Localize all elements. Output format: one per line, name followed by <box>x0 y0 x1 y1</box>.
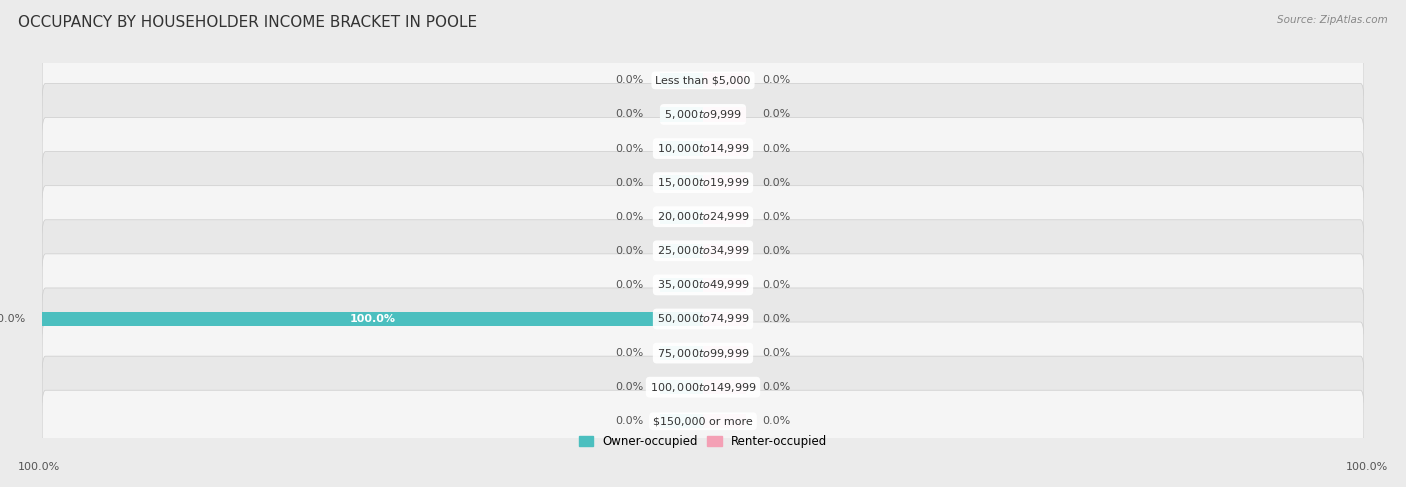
Text: 0.0%: 0.0% <box>762 75 790 85</box>
FancyBboxPatch shape <box>42 186 1364 248</box>
FancyBboxPatch shape <box>42 322 1364 384</box>
Text: 0.0%: 0.0% <box>616 382 644 392</box>
FancyBboxPatch shape <box>42 220 1364 282</box>
Text: 100.0%: 100.0% <box>0 314 25 324</box>
Bar <box>703 380 747 394</box>
FancyBboxPatch shape <box>42 117 1364 180</box>
Text: $150,000 or more: $150,000 or more <box>654 416 752 426</box>
Text: 0.0%: 0.0% <box>762 178 790 187</box>
Bar <box>703 278 747 292</box>
Bar <box>703 244 747 258</box>
FancyBboxPatch shape <box>42 390 1364 452</box>
Bar <box>659 278 703 292</box>
Bar <box>659 380 703 394</box>
Text: $25,000 to $34,999: $25,000 to $34,999 <box>657 244 749 257</box>
Text: 0.0%: 0.0% <box>762 280 790 290</box>
Text: 0.0%: 0.0% <box>616 144 644 153</box>
Text: $15,000 to $19,999: $15,000 to $19,999 <box>657 176 749 189</box>
Text: 0.0%: 0.0% <box>762 144 790 153</box>
FancyBboxPatch shape <box>42 49 1364 112</box>
Text: $75,000 to $99,999: $75,000 to $99,999 <box>657 347 749 359</box>
Bar <box>703 209 747 224</box>
FancyBboxPatch shape <box>42 83 1364 146</box>
Text: 100.0%: 100.0% <box>18 462 60 472</box>
Text: 0.0%: 0.0% <box>616 75 644 85</box>
Text: 0.0%: 0.0% <box>762 212 790 222</box>
Text: 0.0%: 0.0% <box>762 246 790 256</box>
Bar <box>703 312 747 326</box>
Legend: Owner-occupied, Renter-occupied: Owner-occupied, Renter-occupied <box>574 431 832 453</box>
Bar <box>659 346 703 360</box>
Text: 0.0%: 0.0% <box>762 416 790 426</box>
Text: OCCUPANCY BY HOUSEHOLDER INCOME BRACKET IN POOLE: OCCUPANCY BY HOUSEHOLDER INCOME BRACKET … <box>18 15 478 30</box>
Text: 0.0%: 0.0% <box>762 382 790 392</box>
Bar <box>703 107 747 122</box>
Text: 0.0%: 0.0% <box>616 280 644 290</box>
Text: Less than $5,000: Less than $5,000 <box>655 75 751 85</box>
Bar <box>659 107 703 122</box>
Bar <box>659 73 703 88</box>
Text: 100.0%: 100.0% <box>1346 462 1388 472</box>
Bar <box>659 244 703 258</box>
FancyBboxPatch shape <box>42 254 1364 316</box>
Text: 0.0%: 0.0% <box>616 416 644 426</box>
Text: $50,000 to $74,999: $50,000 to $74,999 <box>657 313 749 325</box>
Bar <box>703 346 747 360</box>
Text: $10,000 to $14,999: $10,000 to $14,999 <box>657 142 749 155</box>
Bar <box>703 73 747 88</box>
Text: 0.0%: 0.0% <box>616 110 644 119</box>
Bar <box>703 175 747 190</box>
Text: $20,000 to $24,999: $20,000 to $24,999 <box>657 210 749 223</box>
Text: $5,000 to $9,999: $5,000 to $9,999 <box>664 108 742 121</box>
Bar <box>659 141 703 156</box>
Bar <box>659 175 703 190</box>
FancyBboxPatch shape <box>42 356 1364 418</box>
Bar <box>659 414 703 429</box>
Bar <box>659 209 703 224</box>
Text: $35,000 to $49,999: $35,000 to $49,999 <box>657 279 749 291</box>
FancyBboxPatch shape <box>42 151 1364 214</box>
Text: 100.0%: 100.0% <box>350 314 395 324</box>
Bar <box>42 312 703 326</box>
Bar <box>703 414 747 429</box>
Text: 0.0%: 0.0% <box>616 212 644 222</box>
Text: 0.0%: 0.0% <box>762 348 790 358</box>
Text: 0.0%: 0.0% <box>762 110 790 119</box>
Text: 0.0%: 0.0% <box>616 348 644 358</box>
Text: 0.0%: 0.0% <box>616 246 644 256</box>
Text: 0.0%: 0.0% <box>616 178 644 187</box>
FancyBboxPatch shape <box>42 288 1364 350</box>
Text: Source: ZipAtlas.com: Source: ZipAtlas.com <box>1277 15 1388 25</box>
Text: 0.0%: 0.0% <box>762 314 790 324</box>
Bar <box>703 141 747 156</box>
Text: $100,000 to $149,999: $100,000 to $149,999 <box>650 381 756 393</box>
